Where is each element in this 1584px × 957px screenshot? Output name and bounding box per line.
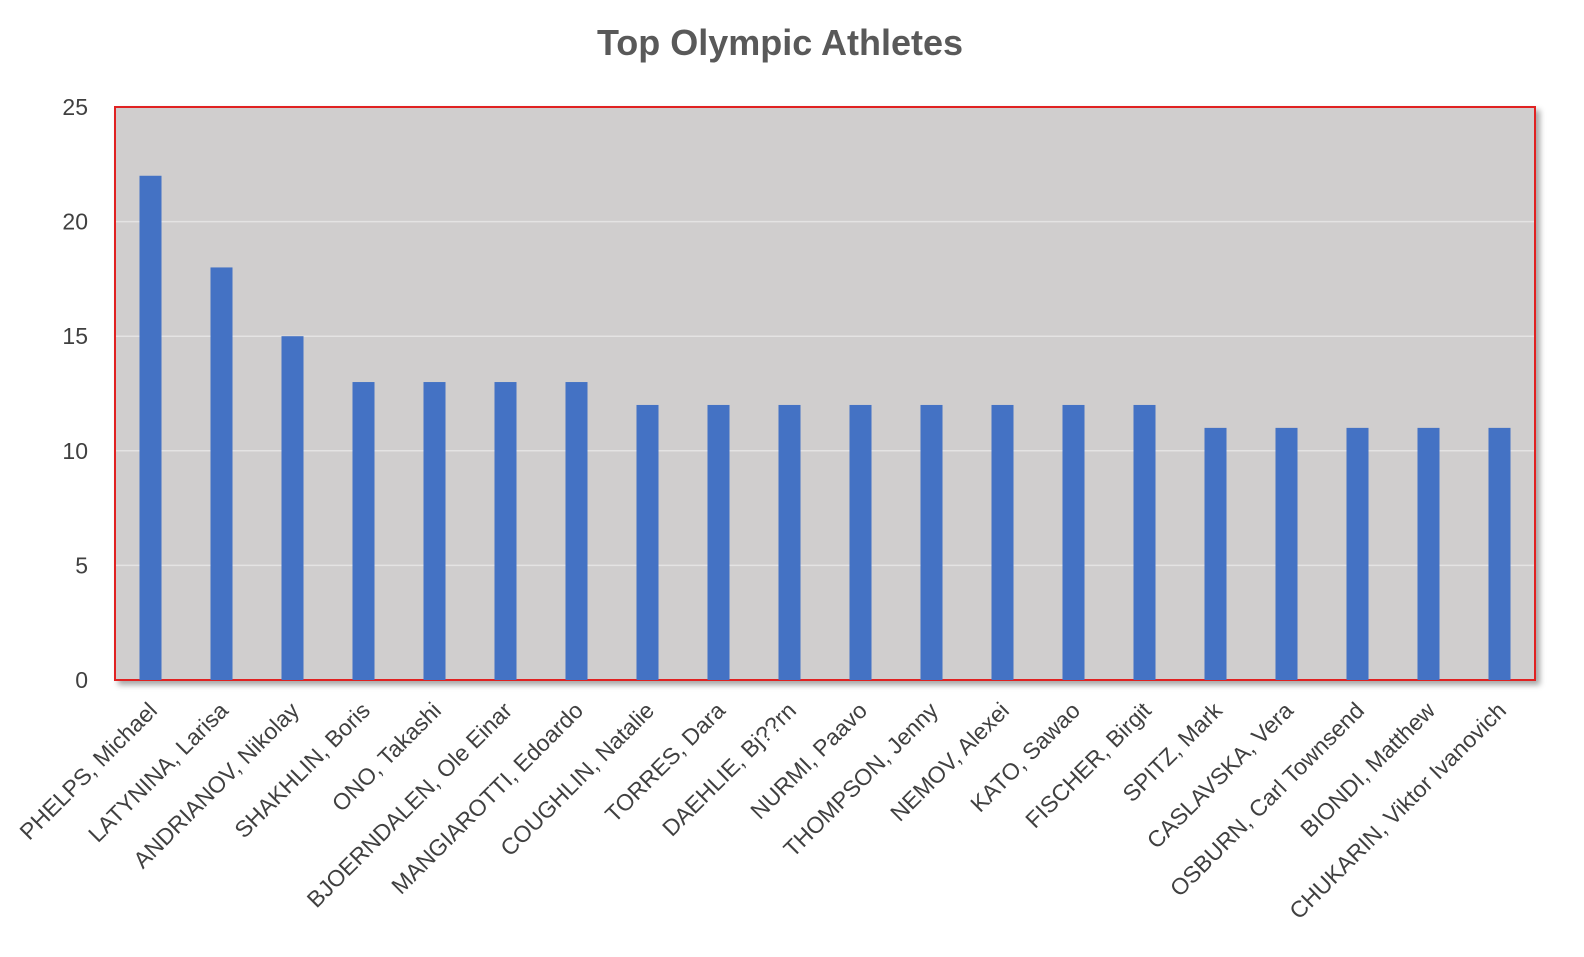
chart-title: Top Olympic Athletes — [596, 22, 964, 63]
gridlines — [116, 220, 1534, 567]
x-category-label: FISCHER, Birgit — [1020, 697, 1156, 833]
bar — [849, 404, 872, 680]
y-tick-label: 20 — [62, 209, 88, 235]
plot-area — [114, 106, 1536, 681]
bar — [1346, 427, 1369, 680]
x-category-label: TORRES, Dara — [600, 697, 730, 827]
bar — [494, 382, 517, 680]
y-tick-label: 0 — [75, 667, 88, 693]
x-category-label: BIONDI, Matthew — [1295, 697, 1440, 842]
y-tick-label: 10 — [62, 438, 88, 464]
x-category-label: DAEHLIE, Bj??rn — [657, 697, 801, 841]
bar — [1204, 427, 1227, 680]
bar — [1275, 427, 1298, 680]
bar — [281, 336, 304, 680]
bar-series — [139, 175, 1511, 680]
bar — [636, 404, 659, 680]
y-axis-ticks: 0 5 10 15 20 25 — [62, 94, 88, 693]
bar — [139, 175, 162, 680]
bar — [423, 382, 446, 680]
bar — [991, 404, 1014, 680]
bar — [210, 267, 233, 680]
bar — [352, 382, 375, 680]
y-tick-label: 15 — [62, 323, 88, 349]
bar — [1062, 404, 1085, 680]
x-category-label: SHAKHLIN, Boris — [229, 697, 375, 843]
bar — [920, 404, 943, 680]
bar — [778, 404, 801, 680]
y-tick-label: 5 — [75, 552, 88, 578]
y-tick-label: 25 — [62, 94, 88, 120]
bar — [1488, 427, 1511, 680]
bar — [1417, 427, 1440, 680]
bar — [565, 382, 588, 680]
bar — [707, 404, 730, 680]
bar — [1133, 404, 1156, 680]
